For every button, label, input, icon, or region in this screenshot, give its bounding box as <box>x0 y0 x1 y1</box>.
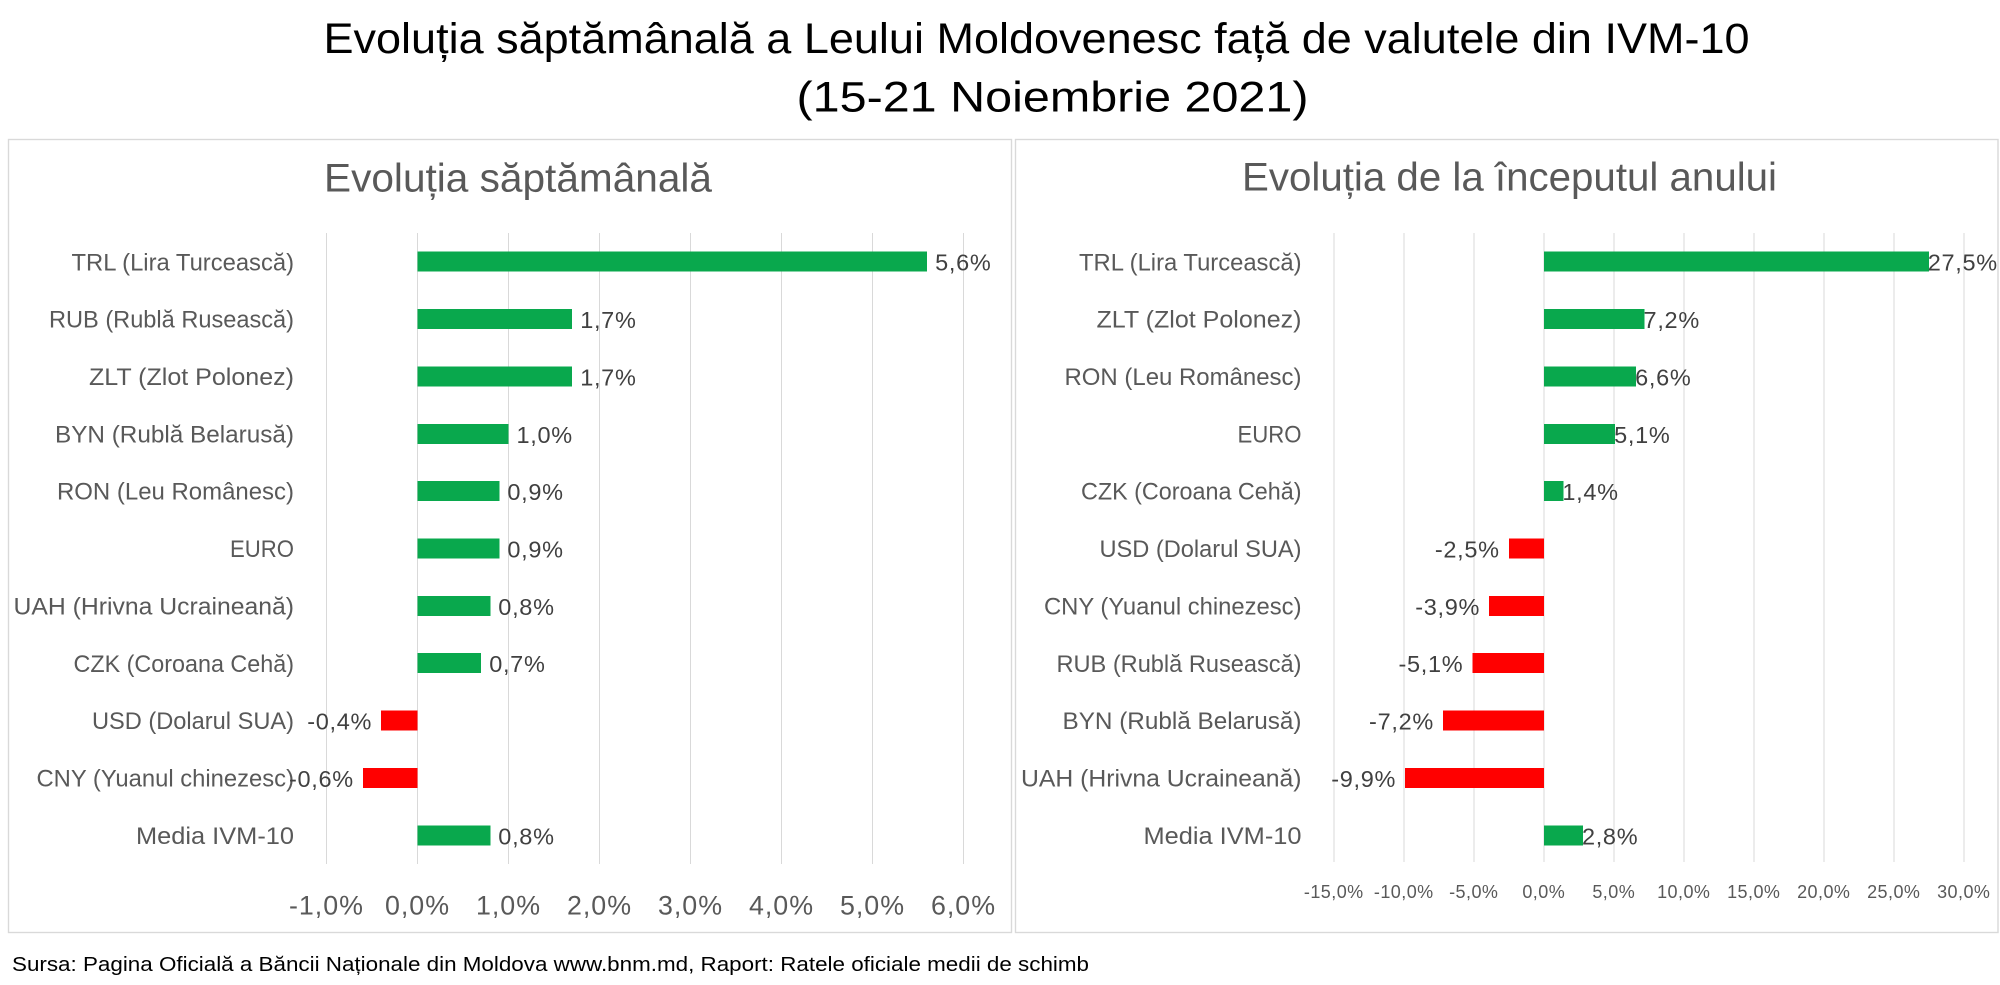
svg-text:25,0%: 25,0% <box>1867 882 1920 902</box>
svg-text:-15,0%: -15,0% <box>1304 882 1364 902</box>
svg-text:1,7%: 1,7% <box>580 364 636 390</box>
svg-text:-7,2%: -7,2% <box>1369 709 1434 735</box>
svg-text:1,4%: 1,4% <box>1562 479 1618 505</box>
svg-text:RON (Leu Românesc): RON (Leu Românesc) <box>57 479 294 506</box>
svg-text:1,0%: 1,0% <box>476 891 541 921</box>
svg-text:20,0%: 20,0% <box>1797 882 1850 902</box>
svg-text:2,8%: 2,8% <box>1582 823 1638 849</box>
svg-text:-0,6%: -0,6% <box>289 766 354 792</box>
svg-text:Media IVM-10: Media IVM-10 <box>1144 823 1302 850</box>
svg-text:USD (Dolarul SUA): USD (Dolarul SUA) <box>92 708 294 735</box>
svg-text:30,0%: 30,0% <box>1937 882 1990 902</box>
svg-text:1,0%: 1,0% <box>517 422 573 448</box>
svg-text:ZLT (Zlot Polonez): ZLT (Zlot Polonez) <box>1097 307 1302 334</box>
svg-text:UAH (Hrivna Ucraineană): UAH (Hrivna Ucraineană) <box>1021 766 1302 793</box>
svg-text:-2,5%: -2,5% <box>1435 537 1500 563</box>
svg-text:5,0%: 5,0% <box>840 891 905 921</box>
svg-text:CZK (Coroana Cehă): CZK (Coroana Cehă) <box>74 651 295 678</box>
svg-text:6,6%: 6,6% <box>1635 364 1691 390</box>
svg-text:-1,0%: -1,0% <box>289 891 364 921</box>
svg-text:-0,4%: -0,4% <box>307 709 372 735</box>
svg-text:5,1%: 5,1% <box>1614 422 1670 448</box>
svg-text:5,6%: 5,6% <box>935 250 991 276</box>
svg-text:0,8%: 0,8% <box>498 823 554 849</box>
svg-text:27,5%: 27,5% <box>1928 250 1998 276</box>
svg-text:RUB (Rublă Rusească): RUB (Rublă Rusească) <box>1057 651 1302 678</box>
svg-text:BYN (Rublă Belarusă): BYN (Rublă Belarusă) <box>55 421 294 448</box>
svg-text:7,2%: 7,2% <box>1644 307 1700 333</box>
svg-text:15,0%: 15,0% <box>1727 882 1780 902</box>
svg-text:Evoluția de la începutul anulu: Evoluția de la începutul anului <box>1242 156 1777 200</box>
svg-text:0,8%: 0,8% <box>498 594 554 620</box>
svg-text:USD (Dolarul SUA): USD (Dolarul SUA) <box>1100 536 1302 563</box>
svg-text:EURO: EURO <box>230 536 294 563</box>
svg-text:-10,0%: -10,0% <box>1374 882 1434 902</box>
svg-text:3,0%: 3,0% <box>658 891 723 921</box>
svg-text:4,0%: 4,0% <box>749 891 814 921</box>
svg-text:RUB (Rublă Rusească): RUB (Rublă Rusească) <box>49 307 294 334</box>
svg-text:-9,9%: -9,9% <box>1331 766 1396 792</box>
svg-text:Evoluția săptămânală: Evoluția săptămânală <box>324 157 712 201</box>
svg-text:(15-21 Noiembrie 2021): (15-21 Noiembrie 2021) <box>797 74 1309 122</box>
svg-text:-5,1%: -5,1% <box>1398 651 1463 677</box>
svg-text:EURO: EURO <box>1238 421 1302 448</box>
svg-text:RON (Leu Românesc): RON (Leu Românesc) <box>1065 364 1302 391</box>
svg-text:0,0%: 0,0% <box>385 891 450 921</box>
svg-text:1,7%: 1,7% <box>580 307 636 333</box>
svg-text:2,0%: 2,0% <box>567 891 632 921</box>
svg-text:UAH (Hrivna Ucraineană): UAH (Hrivna Ucraineană) <box>14 593 295 620</box>
svg-text:TRL (Lira Turcească): TRL (Lira Turcească) <box>1079 249 1302 276</box>
svg-text:0,0%: 0,0% <box>1522 882 1565 902</box>
svg-text:-5,0%: -5,0% <box>1449 882 1498 902</box>
svg-text:10,0%: 10,0% <box>1657 882 1710 902</box>
svg-text:0,7%: 0,7% <box>489 651 545 677</box>
svg-text:0,9%: 0,9% <box>507 537 563 563</box>
svg-text:Media IVM-10: Media IVM-10 <box>136 823 294 850</box>
svg-text:TRL (Lira Turcească): TRL (Lira Turcească) <box>72 249 295 276</box>
svg-text:0,9%: 0,9% <box>507 479 563 505</box>
svg-text:Sursa: Pagina Oficială a Bănci: Sursa: Pagina Oficială a Băncii Național… <box>12 954 1089 976</box>
svg-text:5,0%: 5,0% <box>1592 882 1635 902</box>
svg-text:-3,9%: -3,9% <box>1415 594 1480 620</box>
svg-text:BYN (Rublă Belarusă): BYN (Rublă Belarusă) <box>1063 708 1302 735</box>
svg-text:CNY (Yuanul chinezesc): CNY (Yuanul chinezesc) <box>1044 593 1302 620</box>
svg-text:CZK (Coroana Cehă): CZK (Coroana Cehă) <box>1081 479 1302 506</box>
svg-text:Evoluția săptămânală a Leului: Evoluția săptămânală a Leului Moldovenes… <box>324 15 1750 63</box>
svg-text:ZLT (Zlot Polonez): ZLT (Zlot Polonez) <box>89 364 294 391</box>
svg-text:CNY (Yuanul chinezesc): CNY (Yuanul chinezesc) <box>37 766 295 793</box>
svg-text:6,0%: 6,0% <box>931 891 996 921</box>
